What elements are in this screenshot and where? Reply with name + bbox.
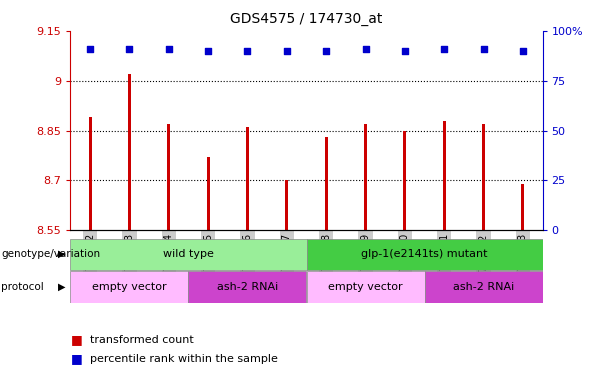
Text: empty vector: empty vector bbox=[328, 282, 403, 292]
Bar bbox=[189, 271, 306, 303]
Bar bbox=[325, 137, 328, 230]
Text: glp-1(e2141ts) mutant: glp-1(e2141ts) mutant bbox=[361, 249, 488, 260]
Point bbox=[440, 46, 449, 52]
Text: genotype/variation: genotype/variation bbox=[1, 249, 101, 259]
Point bbox=[518, 48, 528, 54]
Text: transformed count: transformed count bbox=[90, 335, 194, 345]
Point bbox=[479, 46, 489, 52]
Point bbox=[243, 48, 253, 54]
Text: ash-2 RNAi: ash-2 RNAi bbox=[217, 282, 278, 292]
Point bbox=[360, 46, 370, 52]
Bar bbox=[521, 184, 524, 230]
Text: protocol: protocol bbox=[1, 282, 44, 292]
Bar bbox=[70, 239, 306, 270]
Point bbox=[85, 46, 95, 52]
Point bbox=[164, 46, 173, 52]
Text: ash-2 RNAi: ash-2 RNAi bbox=[453, 282, 514, 292]
Point bbox=[282, 48, 292, 54]
Bar bbox=[89, 117, 92, 230]
Bar bbox=[167, 124, 170, 230]
Text: ■: ■ bbox=[70, 333, 82, 346]
Point bbox=[321, 48, 331, 54]
Bar bbox=[70, 271, 189, 303]
Bar bbox=[306, 239, 543, 270]
Bar bbox=[246, 127, 249, 230]
Text: empty vector: empty vector bbox=[92, 282, 167, 292]
Point bbox=[400, 48, 409, 54]
Bar bbox=[306, 271, 424, 303]
Point bbox=[124, 46, 134, 52]
Bar bbox=[424, 271, 543, 303]
Text: percentile rank within the sample: percentile rank within the sample bbox=[90, 354, 278, 364]
Bar bbox=[482, 124, 485, 230]
Bar bbox=[364, 124, 367, 230]
Bar bbox=[403, 131, 406, 230]
Title: GDS4575 / 174730_at: GDS4575 / 174730_at bbox=[230, 12, 383, 25]
Text: ▶: ▶ bbox=[58, 249, 66, 259]
Bar bbox=[443, 121, 446, 230]
Bar bbox=[207, 157, 210, 230]
Text: wild type: wild type bbox=[163, 249, 214, 260]
Text: ▶: ▶ bbox=[58, 282, 66, 292]
Point bbox=[204, 48, 213, 54]
Text: ■: ■ bbox=[70, 353, 82, 366]
Bar bbox=[285, 180, 288, 230]
Bar bbox=[128, 74, 131, 230]
